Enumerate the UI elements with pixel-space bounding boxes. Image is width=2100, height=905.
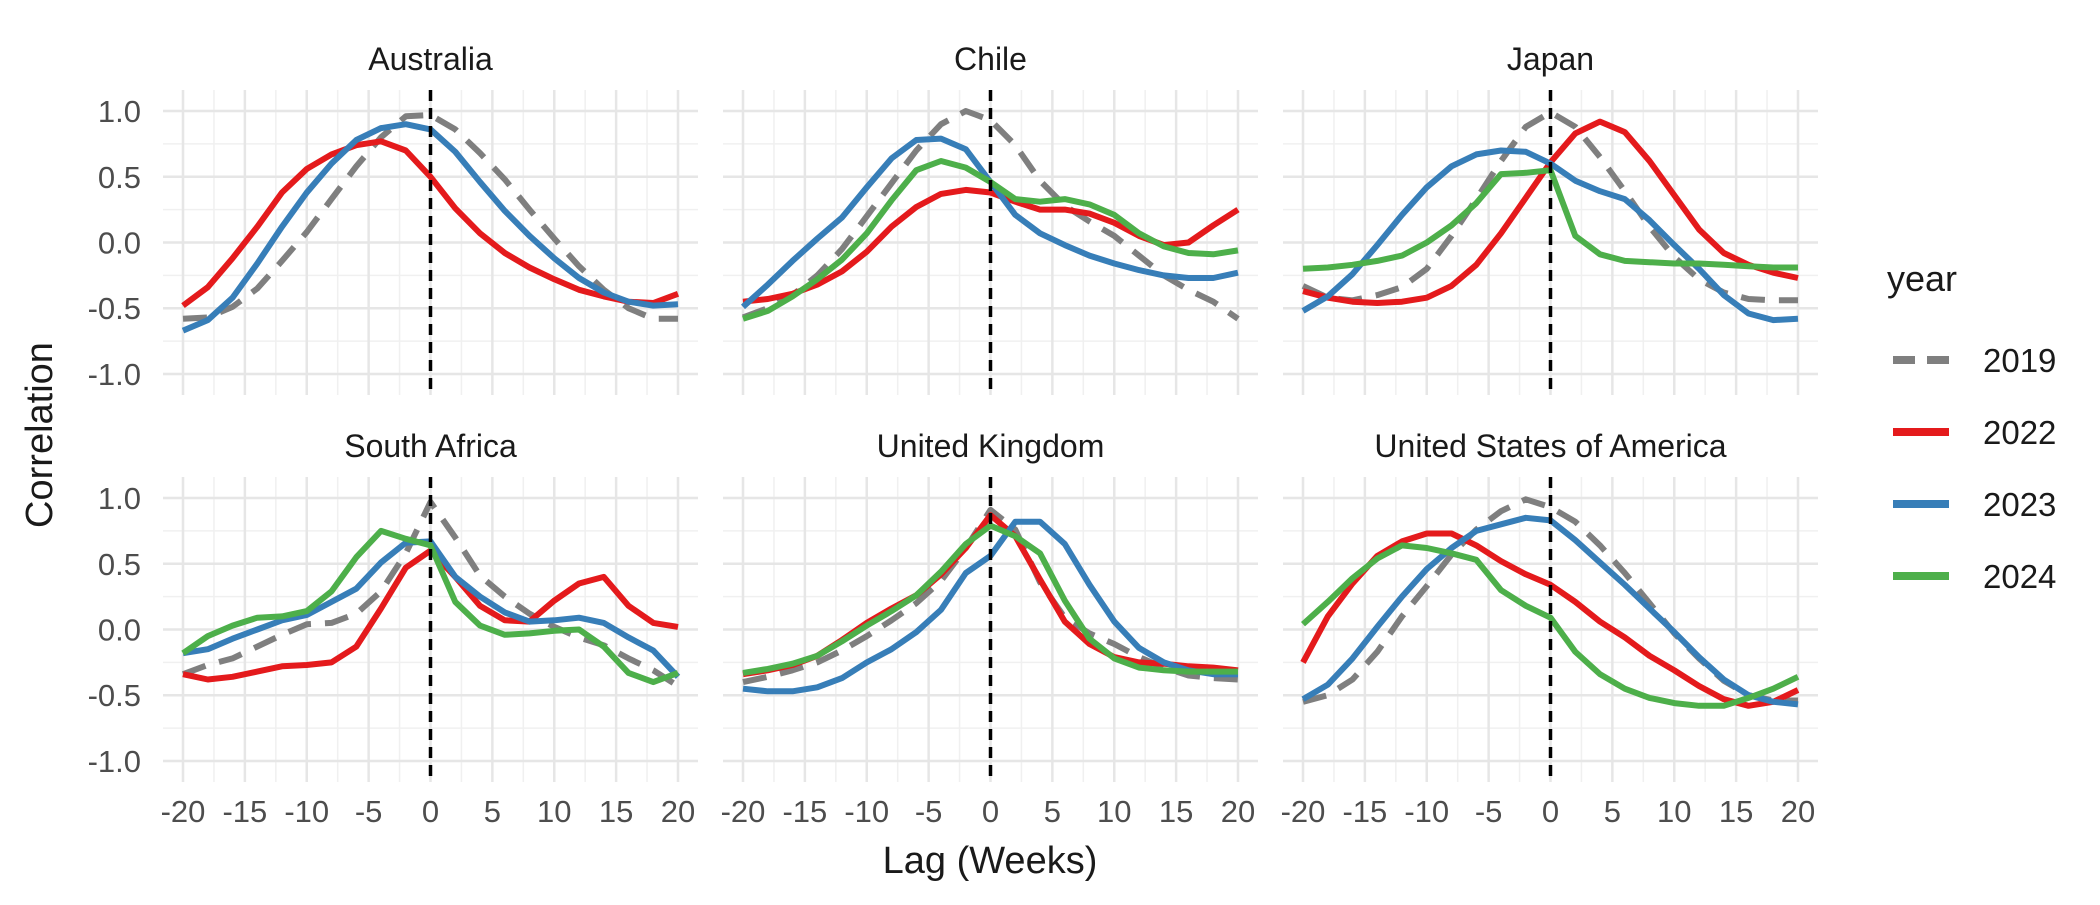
- x-tick-label: 20: [1221, 794, 1255, 829]
- x-tick-label: -10: [284, 794, 329, 829]
- facet-panels: Australia -1.0 -0.5 0.0 0.5 1.0 Chile Japan Sout…: [88, 41, 1818, 829]
- y-tick-label: 0.5: [98, 547, 141, 582]
- facet-panel: Japan: [1283, 41, 1818, 395]
- panel-title: Australia: [368, 41, 493, 77]
- x-tick-label: 15: [1159, 794, 1193, 829]
- x-tick-label: 5: [1604, 794, 1621, 829]
- y-tick-label: 0.0: [98, 613, 141, 648]
- x-tick-label: -15: [782, 794, 827, 829]
- facet-panel: Chile: [723, 41, 1258, 395]
- series-line-2022: [181, 138, 680, 309]
- x-tick-label: 15: [599, 794, 633, 829]
- x-tick-label: -5: [355, 794, 383, 829]
- x-tick-label: -20: [1281, 794, 1326, 829]
- series-line-2024: [742, 522, 1238, 676]
- legend-label: 2023: [1983, 486, 2056, 523]
- facet-panel: United States of America -20 -15 -10 -5 0 5 10 1…: [1281, 428, 1818, 829]
- x-tick-label: -5: [915, 794, 943, 829]
- legend-label: 2024: [1983, 558, 2056, 595]
- x-tick-label: 20: [661, 794, 695, 829]
- panel-title: Chile: [954, 41, 1027, 77]
- x-tick-label: -15: [222, 794, 267, 829]
- x-axis-title: Lag (Weeks): [883, 840, 1098, 882]
- series-line-2019: [741, 108, 1240, 322]
- panel-title: South Africa: [344, 428, 517, 464]
- x-tick-label: 0: [1542, 794, 1559, 829]
- x-tick-label: -10: [844, 794, 889, 829]
- series-line-2024: [181, 527, 680, 686]
- panel-title: United States of America: [1374, 428, 1726, 464]
- panel-title: United Kingdom: [877, 428, 1105, 464]
- y-tick-label: -1.0: [88, 744, 141, 779]
- x-tick-label: 10: [537, 794, 571, 829]
- y-tick-label: 0.5: [98, 160, 141, 195]
- x-tick-label: 20: [1781, 794, 1815, 829]
- legend: year 2019 2022 2023 2024: [1887, 258, 2056, 595]
- y-tick-label: -0.5: [88, 678, 141, 713]
- y-tick-label: 0.0: [98, 226, 141, 261]
- x-tick-label: 5: [1044, 794, 1061, 829]
- facet-panel: South Africa -1.0 -0.5 0.0 0.5 1.0 -20 -15 -10 -5…: [88, 428, 698, 829]
- legend-label: 2019: [1983, 342, 2056, 379]
- x-tick-label: -5: [1475, 794, 1503, 829]
- y-axis-title: Correlation: [19, 342, 61, 528]
- x-tick-label: 0: [422, 794, 439, 829]
- y-tick-label: 1.0: [98, 481, 141, 516]
- legend-label: 2022: [1983, 414, 2056, 451]
- x-tick-label: 10: [1097, 794, 1131, 829]
- panel-title: Japan: [1507, 41, 1594, 77]
- x-tick-label: -20: [721, 794, 766, 829]
- x-tick-label: 10: [1657, 794, 1691, 829]
- y-tick-label: 1.0: [98, 94, 141, 129]
- y-tick-label: -0.5: [88, 291, 141, 326]
- series-line-2024: [1300, 542, 1800, 709]
- x-tick-label: -15: [1342, 794, 1387, 829]
- facet-panel: United Kingdom -20 -15 -10 -5 0 5 10 15 20: [721, 428, 1258, 829]
- series-line-2019: [182, 112, 678, 322]
- facet-panel: Australia -1.0 -0.5 0.0 0.5 1.0: [88, 41, 698, 395]
- x-tick-label: 15: [1719, 794, 1753, 829]
- x-tick-label: 5: [484, 794, 501, 829]
- x-tick-label: 0: [982, 794, 999, 829]
- x-tick-label: -10: [1404, 794, 1449, 829]
- legend-title: year: [1887, 258, 1957, 299]
- x-tick-label: -20: [161, 794, 206, 829]
- y-tick-label: -1.0: [88, 357, 141, 392]
